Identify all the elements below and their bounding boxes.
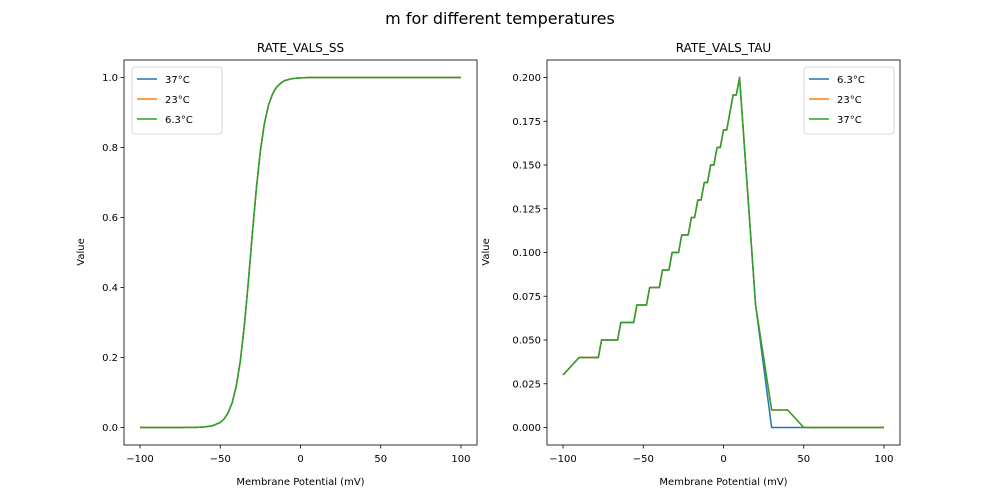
y-tick-label: 0.200 [512, 73, 541, 84]
series-line-2 [140, 76, 461, 429]
y-tick-label: 0.100 [512, 248, 541, 259]
y-tick-label: 0.0 [102, 423, 118, 434]
y-tick-label: 0.4 [102, 283, 118, 294]
x-tick-label: −100 [549, 454, 576, 465]
x-tick-label: 50 [374, 454, 387, 465]
x-tick-label: 0 [720, 454, 726, 465]
y-tick-label: 0.2 [102, 353, 118, 364]
figure-title: m for different temperatures [385, 9, 615, 28]
legend-box [131, 66, 223, 135]
y-tick-label: 0.125 [512, 204, 541, 215]
x-tick-label: 50 [797, 454, 810, 465]
y-tick-label: 0.075 [512, 292, 541, 303]
legend-label: 23°C [165, 95, 190, 106]
y-tick-label: 0.175 [512, 117, 541, 128]
x-axis-label: Membrane Potential (mV) [236, 477, 364, 488]
x-tick-label: −100 [126, 454, 153, 465]
legend-label: 6.3°C [837, 75, 865, 86]
x-tick-label: 0 [297, 454, 303, 465]
legend-label: 23°C [837, 95, 862, 106]
axes-title: RATE_VALS_SS [257, 41, 344, 55]
x-tick-label: −50 [210, 454, 231, 465]
x-tick-label: 100 [874, 454, 893, 465]
legend: 37°C 23°C 6.3°C [131, 66, 223, 135]
y-tick-label: 0.6 [102, 213, 118, 224]
tau-axes: −100 −50 0 50 100 0.000 0.025 0.050 0.075 0.100 0.… [481, 41, 901, 488]
y-tick-label: 0.8 [102, 143, 118, 154]
legend-label: 6.3°C [165, 115, 193, 126]
y-tick-label: 0.050 [512, 336, 541, 347]
legend-box [803, 66, 895, 135]
y-tick-label: 1.0 [102, 73, 118, 84]
axes-title: RATE_VALS_TAU [676, 41, 771, 55]
x-axis-label: Membrane Potential (mV) [659, 477, 787, 488]
y-axis-label: Value [481, 238, 492, 265]
series-line-2 [562, 76, 884, 429]
y-tick-label: 0.025 [512, 379, 541, 390]
legend-label: 37°C [837, 115, 862, 126]
y-tick-label: 0.150 [512, 161, 541, 172]
x-tick-label: 100 [451, 454, 470, 465]
legend-label: 37°C [165, 75, 190, 86]
ss-axes: −100 −50 0 50 100 0.0 0.2 0.4 0.6 0.8 1.0 RATE_VALS… [76, 41, 478, 488]
x-tick-label: −50 [633, 454, 654, 465]
legend: 6.3°C 23°C 37°C [803, 66, 895, 135]
y-tick-label: 0.000 [512, 423, 541, 434]
y-axis-label: Value [76, 238, 87, 265]
